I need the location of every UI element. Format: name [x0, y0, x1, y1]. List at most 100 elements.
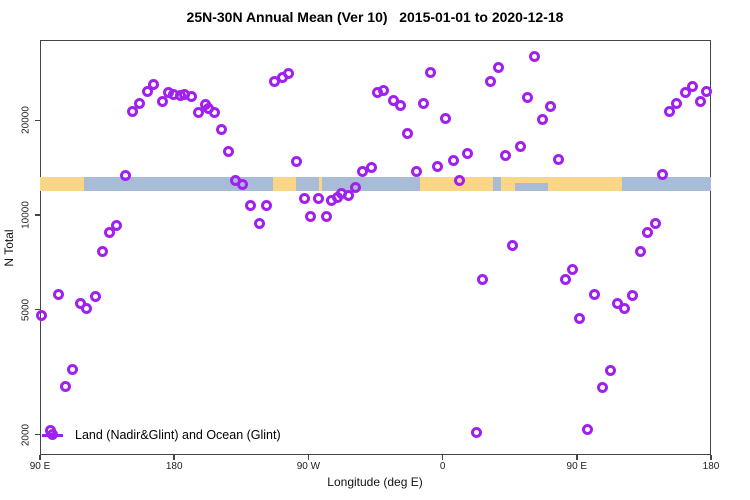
data-point [604, 364, 616, 376]
legend: Land (Nadir&Glint) and Ocean (Glint) [42, 427, 362, 443]
data-point [119, 170, 131, 182]
data-point [559, 274, 571, 286]
data-point [439, 113, 451, 125]
data-point [141, 85, 153, 97]
map-strip-ocean-patch [514, 183, 549, 192]
data-point [147, 79, 159, 91]
data-point [67, 364, 79, 376]
data-point [552, 154, 564, 166]
data-point [642, 227, 654, 239]
data-point [687, 80, 699, 92]
y-tick-label: 5000 [20, 298, 32, 321]
y-tick [35, 214, 40, 216]
data-point [694, 96, 706, 108]
data-point [253, 217, 265, 229]
data-point [582, 424, 594, 436]
data-point [111, 219, 123, 231]
data-point [237, 178, 249, 190]
x-tick [576, 454, 578, 460]
data-point [574, 312, 586, 324]
data-point [349, 182, 361, 194]
data-point [365, 162, 377, 174]
data-point [425, 66, 437, 78]
data-point [500, 149, 512, 161]
data-point [447, 154, 459, 166]
data-point [461, 147, 473, 159]
y-tick [35, 433, 40, 436]
y-tick-label: 2000 [20, 423, 32, 446]
x-tick [39, 454, 41, 460]
data-point [103, 227, 115, 239]
legend-label: Land (Nadir&Glint) and Ocean (Glint) [75, 428, 281, 442]
data-point [679, 87, 691, 99]
y-tick [35, 119, 40, 121]
map-strip-land [318, 177, 322, 192]
y-tick-label: 20000 [20, 106, 32, 135]
data-point [476, 274, 488, 286]
data-point [536, 114, 548, 126]
x-tick-label: 90 E [29, 460, 51, 472]
data-point [618, 302, 630, 314]
data-point [485, 76, 497, 88]
data-point [127, 105, 139, 117]
data-point [89, 291, 101, 303]
data-point [222, 146, 234, 158]
data-point [208, 107, 220, 119]
data-point [670, 98, 682, 110]
x-tick-label: 180 [702, 460, 720, 472]
x-tick [710, 454, 712, 460]
data-point [626, 289, 638, 301]
data-point [81, 302, 93, 314]
x-tick-label: 90 W [296, 460, 321, 472]
data-point [378, 84, 390, 96]
data-point [522, 92, 534, 104]
data-point [96, 245, 108, 257]
data-point [453, 174, 465, 186]
y-tick-label: 10000 [20, 201, 32, 229]
x-tick-label: 90 E [566, 460, 588, 472]
data-point [193, 106, 205, 118]
x-tick [173, 454, 175, 460]
data-point [635, 245, 647, 257]
data-point [470, 427, 482, 439]
data-point [312, 192, 324, 204]
data-point [320, 211, 332, 223]
data-point [342, 190, 354, 202]
data-point [59, 381, 71, 393]
data-point [402, 127, 414, 139]
data-point [357, 166, 369, 178]
data-point [596, 381, 608, 393]
x-tick [307, 454, 310, 460]
data-point [45, 425, 57, 437]
map-strip-ocean-patch [492, 177, 501, 192]
data-point [186, 91, 198, 102]
data-point [245, 200, 257, 212]
data-point [283, 67, 295, 79]
data-point [657, 169, 669, 181]
map-strip-land [40, 177, 84, 192]
data-point [134, 98, 146, 110]
x-axis-title: Longitude (deg E) [327, 475, 423, 489]
data-point [299, 192, 311, 204]
data-point [589, 288, 601, 300]
data-point [411, 166, 423, 178]
plot-area [40, 40, 711, 455]
chart-title: 25N-30N Annual Mean (Ver 10) 2015-01-01 … [186, 9, 564, 25]
data-point [290, 155, 302, 167]
data-point [304, 211, 316, 223]
data-point [492, 61, 504, 73]
data-point [260, 200, 272, 212]
data-point [650, 218, 662, 230]
x-tick-label: 0 [439, 460, 446, 472]
data-point [394, 99, 406, 111]
data-point [36, 309, 48, 321]
data-point [514, 141, 526, 153]
data-point [529, 51, 541, 62]
y-tick [35, 308, 40, 311]
data-point [418, 98, 430, 110]
data-point [507, 239, 519, 251]
data-point [432, 160, 444, 172]
x-tick [441, 454, 444, 460]
